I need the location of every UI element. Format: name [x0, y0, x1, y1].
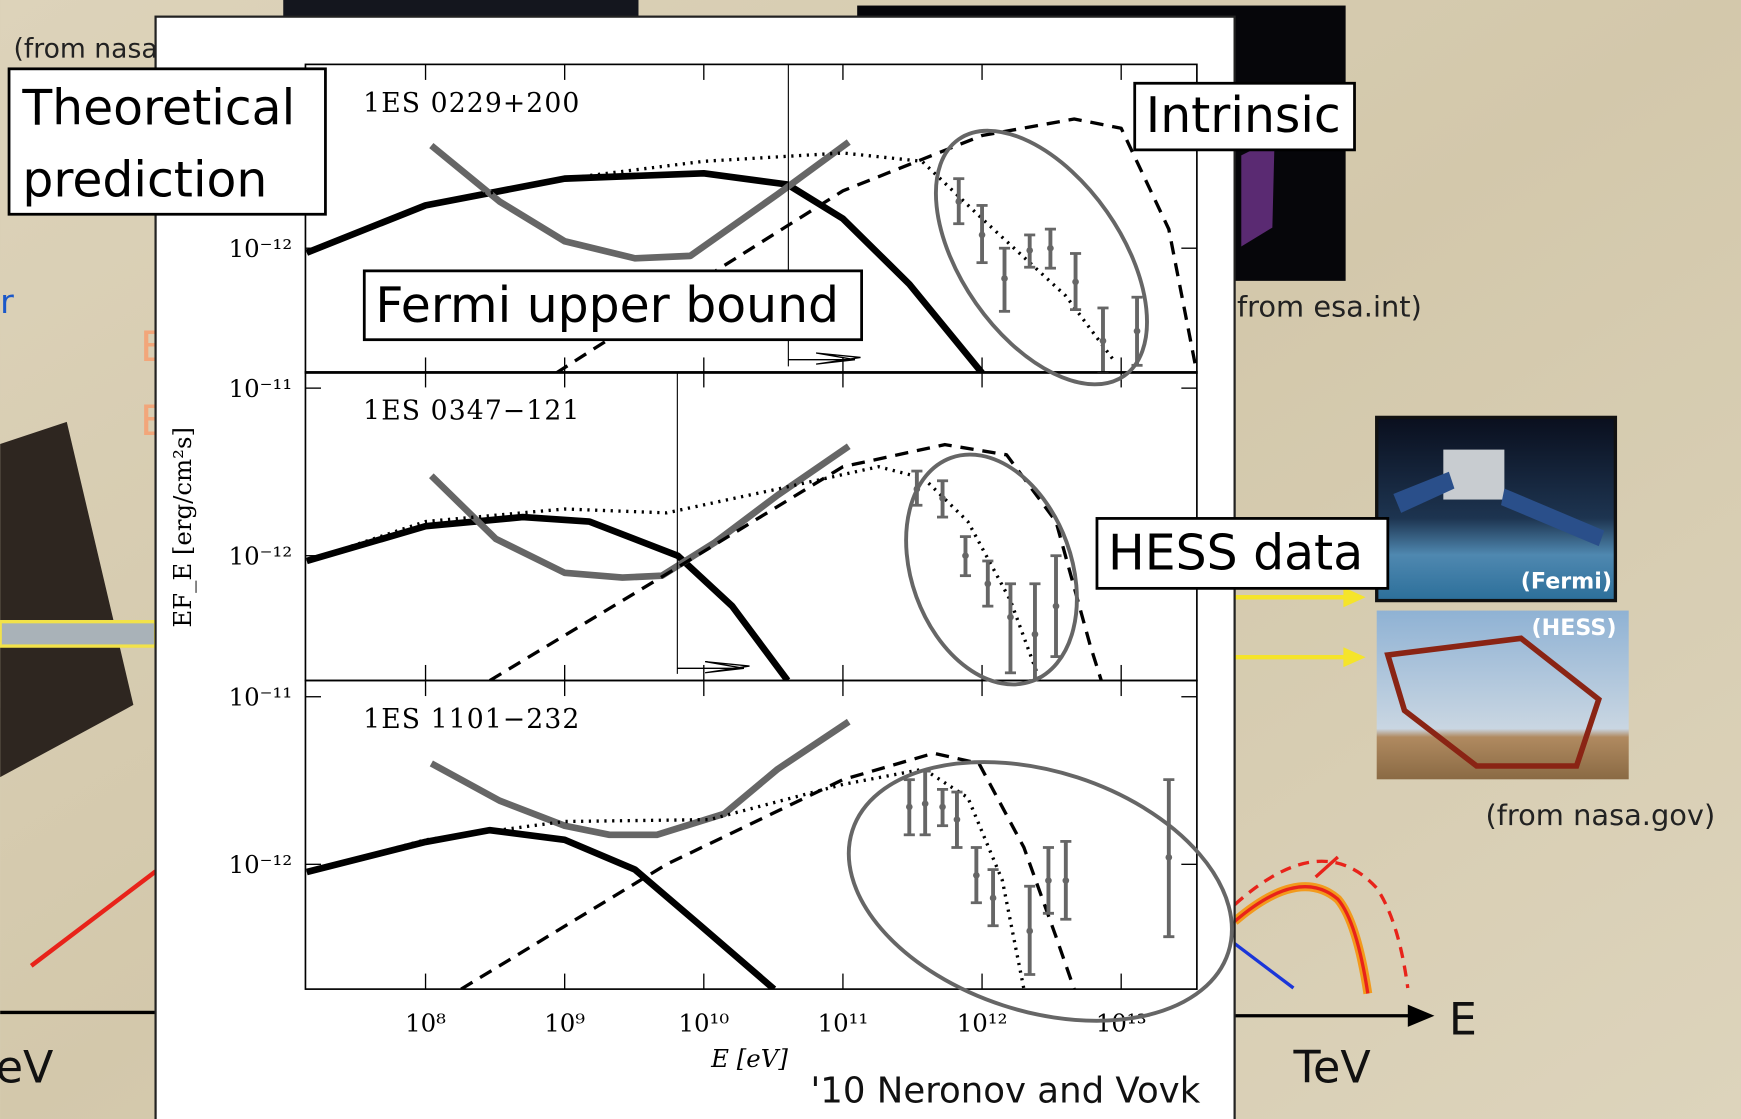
data-point [990, 895, 997, 902]
axis-unit: TeV [1292, 1042, 1370, 1093]
y-tick-label: 10⁻¹² [229, 542, 293, 571]
source-note: (from esa.int) [1226, 289, 1422, 323]
data-point [1007, 614, 1014, 621]
annotation: Theoretical [21, 79, 295, 136]
annotation: HESS data [1108, 524, 1363, 581]
data-point [984, 580, 991, 587]
data-point [1045, 877, 1052, 884]
annotation: Fermi upper bound [375, 277, 839, 334]
satellite [1443, 450, 1504, 500]
data-point [955, 198, 962, 205]
data-point [962, 552, 969, 559]
x-tick-label: 10¹³ [1096, 1008, 1147, 1037]
axis-name: E [1449, 995, 1477, 1046]
y-axis-label: EF_E [erg/cm²s] [168, 427, 197, 628]
x-tick-label: 10⁸ [405, 1008, 446, 1037]
data-point [954, 816, 961, 823]
slide-text: r [0, 282, 14, 321]
panel-title: 1ES 0229+200 [363, 88, 580, 119]
y-tick-label: 10⁻¹¹ [229, 683, 293, 712]
data-point [1032, 631, 1039, 638]
image-caption: (Fermi) [1521, 568, 1612, 594]
x-tick-label: 10¹¹ [818, 1008, 869, 1037]
data-point [1047, 245, 1054, 252]
data-point [1165, 854, 1172, 861]
data-point [1062, 877, 1069, 884]
data-point [1053, 603, 1060, 610]
y-tick-label: 10⁻¹² [229, 850, 293, 879]
data-point [1001, 275, 1008, 282]
x-tick-label: 10¹² [957, 1008, 1008, 1037]
x-tick-label: 10⁹ [544, 1008, 585, 1037]
light-band [0, 622, 155, 646]
y-tick-label: 10⁻¹¹ [229, 374, 293, 403]
panel-title: 1ES 0347−121 [363, 396, 580, 427]
data-point [973, 872, 980, 879]
annotation: Intrinsic [1146, 87, 1341, 144]
data-point [1072, 278, 1079, 285]
x-tick-label: 10¹⁰ [678, 1008, 729, 1037]
photo [283, 0, 638, 18]
source-note: (from nasa.gov) [1486, 798, 1716, 832]
data-point [1026, 247, 1033, 254]
slide-text: eV [0, 1042, 53, 1093]
data-point [922, 800, 929, 807]
image-caption: (HESS) [1532, 615, 1617, 641]
citation: '10 Neronov and Vovk [811, 1070, 1201, 1111]
annotation: prediction [22, 151, 267, 208]
y-tick-label: 10⁻¹² [229, 234, 293, 263]
data-point [906, 804, 913, 811]
x-axis-label: E [eV] [710, 1044, 788, 1073]
data-point [979, 232, 986, 239]
data-point [939, 804, 946, 811]
data-point [1026, 928, 1033, 935]
slide: (from nasa.gov) r E E eV (from esa.int) … [0, 0, 1741, 1119]
panel-title: 1ES 1101−232 [363, 704, 580, 735]
data-point [1134, 328, 1141, 335]
data-point [939, 495, 946, 502]
data-point [1100, 338, 1107, 345]
